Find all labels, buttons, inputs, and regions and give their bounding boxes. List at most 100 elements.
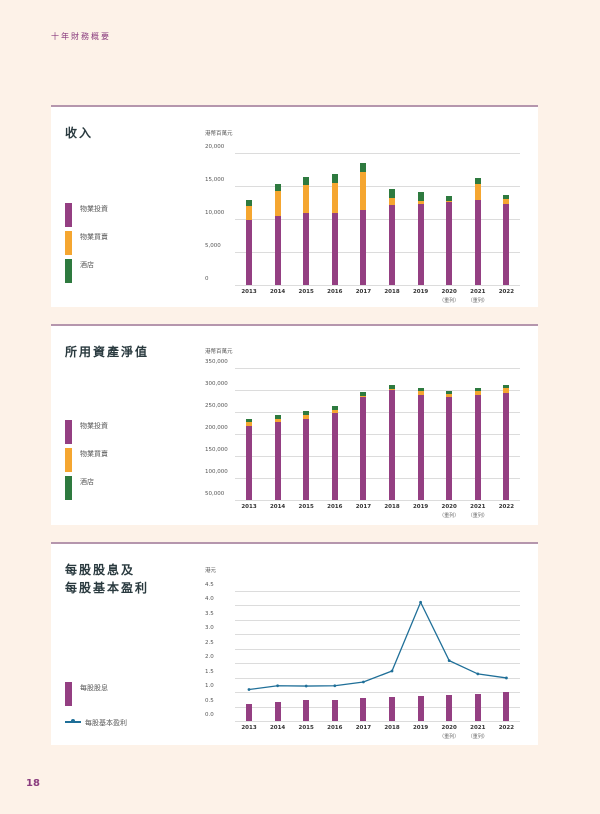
x-tick-label: 2014 (269, 725, 286, 731)
unit-label: 港幣百萬元 (205, 349, 233, 355)
gridline (235, 663, 520, 665)
x-tick-label: 2022 (498, 289, 515, 295)
bar-segment (246, 421, 252, 427)
legend-label: 酒店 (80, 478, 94, 486)
bar-segment (446, 201, 453, 285)
bar-segment (360, 210, 367, 285)
bar-segment (331, 213, 338, 285)
page-number: 18 (26, 778, 40, 789)
x-tick-sublabel: （重列） (439, 734, 460, 740)
bar-segment (274, 190, 281, 217)
bar-segment (303, 213, 310, 285)
legend-label: 物業買賣 (80, 233, 108, 241)
y-tick-label: 350,000 (205, 359, 228, 365)
bar-segment (417, 395, 424, 500)
gridline (235, 692, 520, 694)
legend-label: 物業買賣 (80, 450, 108, 458)
bar-segment (331, 174, 338, 183)
legend-label: 酒店 (80, 261, 94, 269)
dps-bar (303, 700, 310, 721)
bar-segment (474, 395, 481, 500)
x-tick-sublabel: （重列） (439, 298, 460, 304)
x-tick-label: 2016 (327, 504, 343, 510)
bar-segment (246, 220, 252, 285)
dps-bar (503, 692, 510, 721)
legend-eps: 每股基本盈利 (65, 718, 185, 742)
gridline (235, 153, 520, 154)
bar-segment (389, 388, 395, 390)
x-tick-label: 2018 (384, 504, 400, 510)
bar-segment (446, 200, 453, 202)
bar-segment (274, 184, 281, 191)
legend-hotels: 酒店 (65, 259, 185, 283)
dps-bar (446, 694, 453, 721)
y-tick-label: 2.5 (205, 639, 214, 646)
x-tick-label: 2021 (470, 725, 486, 731)
bar-segment (246, 205, 252, 221)
legend-swatch-purple (65, 420, 72, 444)
x-tick-label: 2019 (412, 504, 429, 510)
gridline (235, 706, 520, 708)
y-tick-label: 4.0 (205, 596, 214, 603)
dps-bar (417, 695, 424, 721)
legend-swatch-green (65, 259, 72, 283)
x-tick-label: 2013 (241, 725, 257, 731)
net-assets-plot: 350,000 300,000 250,000 200,000 150,000 100,0… (205, 359, 520, 519)
legend-property-trading: 物業買賣 (65, 231, 185, 255)
gridline (235, 390, 520, 391)
y-tick-label: 300,000 (205, 381, 228, 387)
gridline (235, 456, 520, 457)
legend-swatch-purple (65, 682, 72, 706)
bar-segment (417, 387, 424, 392)
dps-bar (274, 701, 281, 721)
bar-segment (417, 391, 424, 396)
per-share-title-line2: 每股基本盈利 (65, 581, 150, 595)
bar-segment (503, 204, 510, 285)
bar-segment (360, 395, 367, 398)
x-tick-label: 2022 (498, 725, 515, 731)
legend-label: 物業投資 (80, 422, 108, 430)
gridline (235, 368, 520, 369)
y-tick-label: 3.5 (205, 610, 214, 617)
revenue-card: 收入 物業投資 物業買賣 酒店 港幣百萬元 20,000 15,000 10,000… (51, 105, 538, 307)
x-tick-label: 2020 (441, 289, 457, 295)
section-header: 十年財務概要 (51, 32, 111, 41)
y-tick-label: 200,000 (205, 425, 228, 431)
eps-line (247, 600, 508, 691)
bar-segment (246, 418, 252, 422)
legend-property-investment: 物業投資 (65, 203, 185, 227)
bar-segment (331, 182, 338, 214)
x-tick-label: 2015 (298, 504, 314, 510)
bar-segment (389, 197, 395, 206)
y-tick-label: 2.0 (205, 654, 214, 661)
y-tick-label: 10,000 (205, 210, 225, 216)
legend-swatch-green (65, 476, 72, 500)
x-tick-label: 2020 (441, 725, 457, 731)
x-tick-label: 2016 (327, 725, 343, 731)
legend-swatch-purple (65, 203, 72, 227)
x-tick-label: 2014 (269, 289, 286, 295)
y-tick-label: 5,000 (205, 243, 221, 249)
bar-segment (474, 178, 481, 185)
legend-marker-icon (71, 719, 75, 723)
gridline (235, 219, 520, 220)
bar-segment (474, 184, 481, 200)
gridline (235, 648, 520, 650)
bar-segment (246, 426, 252, 500)
legend-hotels: 酒店 (65, 476, 185, 500)
gridline (235, 619, 520, 621)
bar-segment (446, 390, 453, 394)
gridline (235, 677, 520, 679)
bar-segment (503, 393, 510, 500)
x-tick-sublabel: （重列） (467, 513, 488, 519)
y-tick-label: 4.5 (205, 582, 214, 588)
legend-label: 每股基本盈利 (85, 719, 127, 727)
per-share-title-line1: 每股股息及 (65, 563, 136, 577)
dps-bar (474, 693, 481, 721)
x-tick-label: 2021 (470, 289, 486, 295)
gridline (235, 434, 520, 435)
bar-segment (360, 172, 367, 211)
legend-swatch-orange (65, 448, 72, 472)
bar-segment (446, 393, 453, 398)
x-tick-label: 2014 (269, 504, 286, 510)
